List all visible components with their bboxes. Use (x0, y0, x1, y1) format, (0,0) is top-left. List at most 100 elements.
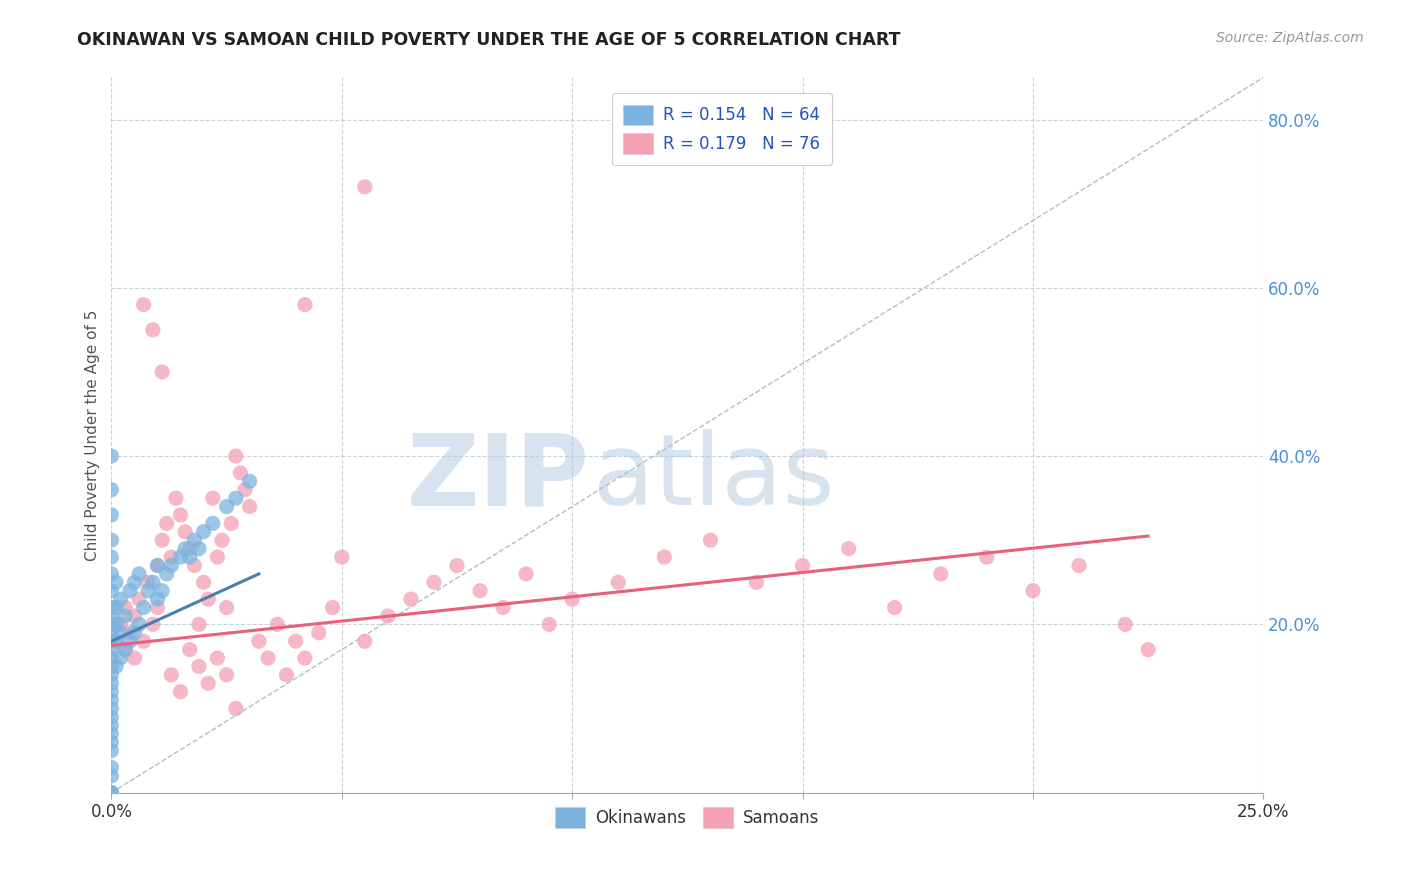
Point (105, 575, 128, 590)
Point (118, 583, 141, 598)
Point (294, 651, 316, 665)
Point (105, 634, 128, 648)
Text: OKINAWAN VS SAMOAN CHILD POVERTY UNDER THE AGE OF 5 CORRELATION CHART: OKINAWAN VS SAMOAN CHILD POVERTY UNDER T… (77, 31, 901, 49)
Point (105, 600, 128, 615)
Point (233, 483, 256, 497)
Point (128, 592, 150, 607)
Point (183, 558, 205, 573)
Point (100, 600, 122, 615)
Point (322, 600, 344, 615)
Point (174, 541, 197, 556)
Point (100, 727, 122, 741)
Point (100, 508, 122, 522)
Point (100, 642, 122, 657)
Point (308, 625, 330, 640)
Point (100, 701, 122, 715)
Point (100, 676, 122, 690)
Point (207, 651, 229, 665)
Point (353, 179, 375, 194)
Point (183, 533, 205, 548)
Point (160, 558, 183, 573)
Point (929, 566, 952, 581)
Point (124, 575, 146, 590)
Point (169, 684, 191, 698)
Point (353, 634, 375, 648)
Point (128, 566, 150, 581)
Point (100, 710, 122, 724)
Point (193, 575, 215, 590)
Point (1067, 558, 1090, 573)
Point (142, 617, 165, 632)
Point (100, 786, 122, 800)
Point (132, 600, 155, 615)
Point (100, 693, 122, 707)
Point (165, 491, 187, 505)
Point (188, 541, 211, 556)
Point (132, 298, 155, 312)
Point (128, 617, 150, 632)
Point (330, 550, 353, 565)
Point (100, 668, 122, 682)
Point (377, 609, 399, 624)
Point (215, 600, 238, 615)
Point (423, 575, 446, 590)
Point (179, 541, 201, 556)
Point (100, 718, 122, 732)
Point (239, 475, 262, 489)
Point (179, 550, 201, 565)
Point (193, 524, 215, 539)
Point (100, 617, 122, 632)
Point (215, 500, 238, 514)
Point (105, 617, 128, 632)
Point (654, 550, 676, 565)
Point (883, 600, 905, 615)
Point (100, 634, 122, 648)
Point (142, 575, 165, 590)
Point (136, 583, 159, 598)
Point (1022, 583, 1045, 598)
Point (100, 449, 122, 463)
Point (201, 491, 224, 505)
Point (146, 600, 169, 615)
Point (561, 592, 583, 607)
Point (100, 566, 122, 581)
Point (197, 592, 219, 607)
Point (247, 634, 270, 648)
Point (100, 625, 122, 640)
Point (118, 634, 141, 648)
Point (124, 625, 146, 640)
Point (110, 592, 132, 607)
Point (100, 786, 122, 800)
Point (515, 566, 537, 581)
Point (399, 592, 422, 607)
Point (257, 651, 280, 665)
Point (156, 566, 179, 581)
Point (792, 558, 814, 573)
Point (239, 500, 262, 514)
Point (160, 550, 183, 565)
Point (100, 735, 122, 749)
Point (100, 609, 122, 624)
Point (188, 617, 211, 632)
Point (100, 743, 122, 757)
Point (160, 668, 183, 682)
Point (225, 701, 247, 715)
Point (446, 558, 468, 573)
Point (211, 533, 233, 548)
Point (100, 550, 122, 565)
Text: atlas: atlas (593, 429, 835, 526)
Point (100, 786, 122, 800)
Point (976, 550, 998, 565)
Point (142, 323, 165, 337)
Point (100, 583, 122, 598)
Point (114, 642, 136, 657)
Point (118, 625, 141, 640)
Legend: Okinawans, Samoans: Okinawans, Samoans (548, 801, 827, 834)
Point (105, 659, 128, 673)
Point (136, 575, 159, 590)
Point (229, 466, 252, 480)
Point (607, 575, 630, 590)
Point (132, 634, 155, 648)
Point (215, 668, 238, 682)
Point (294, 298, 316, 312)
